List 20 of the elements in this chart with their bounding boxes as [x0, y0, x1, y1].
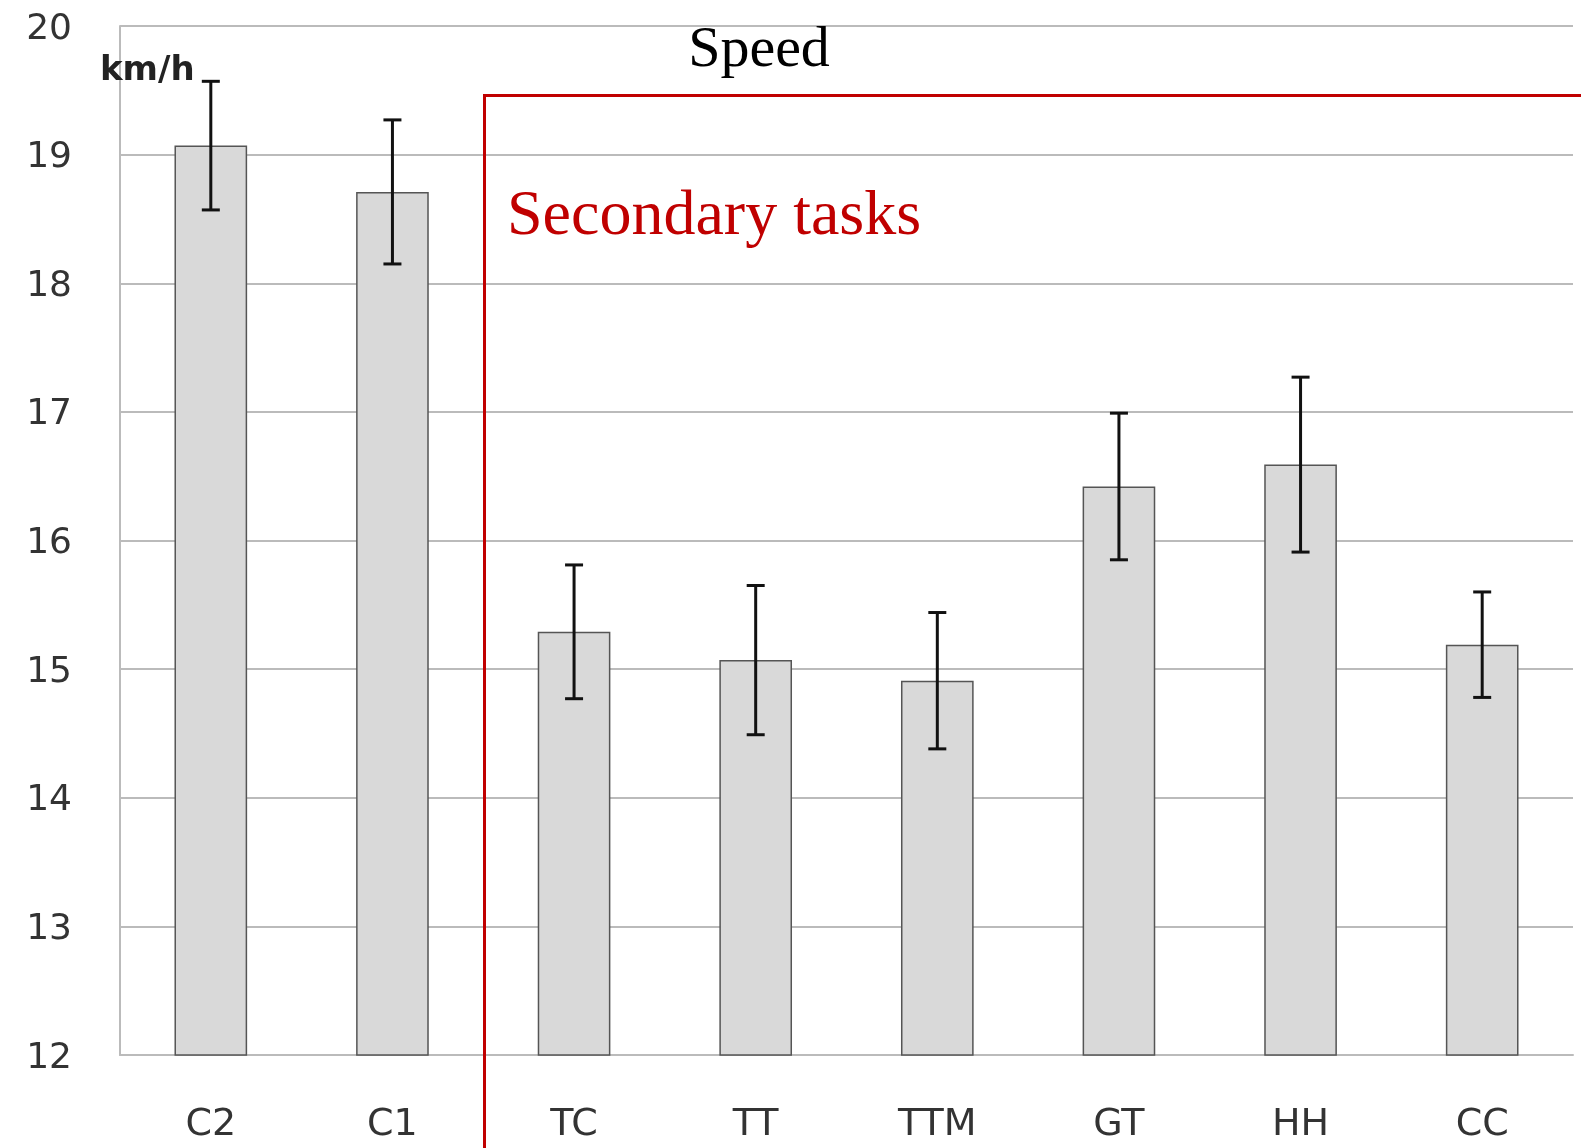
x-tick-label: GT: [1093, 1100, 1146, 1144]
annotation: Secondary tasks: [507, 176, 922, 250]
x-tick-label: TT: [731, 1100, 780, 1144]
x-tick-label: C1: [367, 1100, 418, 1144]
y-tick-label: 13: [26, 905, 72, 947]
y-tick-label: 17: [26, 391, 72, 433]
y-tick-label: 18: [26, 262, 72, 304]
y-tick-label: 20: [26, 5, 72, 47]
y-tick-label: 14: [26, 777, 72, 819]
y-tick-label: 12: [26, 1034, 72, 1076]
chart-title: Speed: [688, 13, 830, 79]
y-tick-label: 16: [26, 520, 72, 561]
y-tick-label: 19: [26, 134, 72, 176]
x-tick-label: TTM: [897, 1100, 977, 1144]
y-axis-title: km/h: [100, 48, 195, 88]
x-tick-label: CC: [1455, 1100, 1509, 1144]
x-tick-label: HH: [1271, 1100, 1330, 1144]
y-tick-label: 15: [26, 648, 72, 690]
x-tick-label: C2: [185, 1100, 237, 1144]
x-tick-label: TC: [549, 1100, 598, 1144]
